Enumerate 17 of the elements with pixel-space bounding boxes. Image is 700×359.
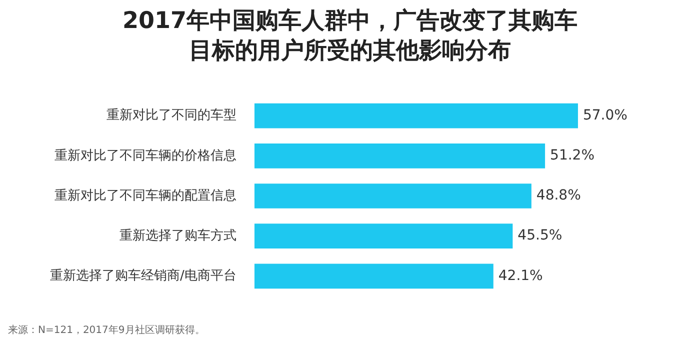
source-note: 来源：N=121，2017年9月社区调研获得。 <box>8 324 205 337</box>
data-label: 42.1% <box>498 268 543 284</box>
y-tick-label: 重新选择了购车方式 <box>119 227 236 244</box>
data-label: 51.2% <box>550 148 595 164</box>
y-tick-label: 重新对比了不同车辆的价格信息 <box>54 148 236 164</box>
y-tick-label: 重新对比了不同车辆的配置信息 <box>54 188 236 204</box>
data-label: 48.8% <box>536 188 581 204</box>
bar <box>254 264 494 289</box>
data-label: 57.0% <box>582 107 628 124</box>
y-tick-label: 重新选择了购车经销商/电商平台 <box>50 268 236 284</box>
chart-title: 2017年中国购车人群中，广告改变了其购车目标的用户所受的其他影响分布 <box>121 7 578 66</box>
bar <box>254 224 513 249</box>
y-tick-label: 重新对比了不同的车型 <box>106 108 236 124</box>
bar <box>254 103 578 128</box>
bar <box>254 143 546 168</box>
data-label: 45.5% <box>518 228 562 244</box>
bar <box>254 184 532 208</box>
